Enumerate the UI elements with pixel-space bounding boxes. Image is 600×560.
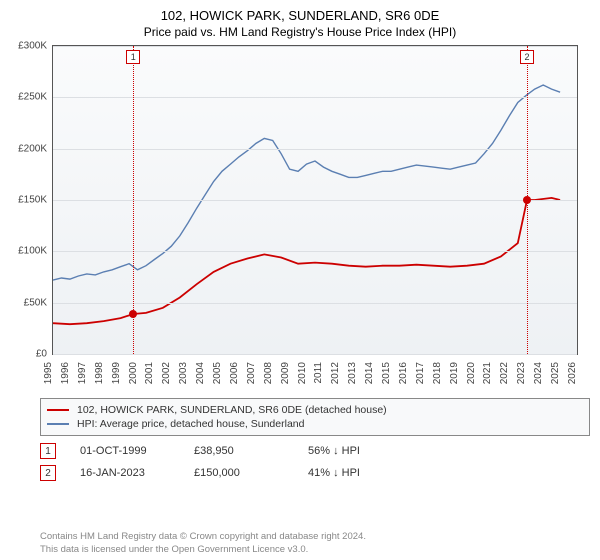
- gridline: [53, 46, 577, 47]
- y-axis: £0£50K£100K£150K£200K£250K£300K: [11, 46, 51, 354]
- sale-marker-dot: [523, 196, 531, 204]
- x-axis: 1995 1996 1997 1998 1999 2000 2001 2002 2003 2004…: [40, 362, 590, 396]
- x-tick-label: 2007: [246, 362, 257, 384]
- legend-row: HPI: Average price, detached house, Sund…: [47, 417, 583, 431]
- hpi-chart-container: { "title": { "line1": "102, HOWICK PARK,…: [0, 0, 600, 560]
- x-tick-label: 2016: [398, 362, 409, 384]
- gridline: [53, 354, 577, 355]
- y-tick-label: £50K: [24, 297, 47, 308]
- event-table-row: 2 16-JAN-2023 £150,000 41% ↓ HPI: [40, 462, 590, 484]
- plot-area: £0£50K£100K£150K£200K£250K£300K 12: [52, 45, 578, 355]
- x-tick-label: 2010: [297, 362, 308, 384]
- gridline: [53, 303, 577, 304]
- x-tick-label: 2009: [280, 362, 291, 384]
- event-table-row: 1 01-OCT-1999 £38,950 56% ↓ HPI: [40, 440, 590, 462]
- x-tick-label: 2023: [516, 362, 527, 384]
- x-tick-label: 1998: [94, 362, 105, 384]
- footer-line1: Contains HM Land Registry data © Crown c…: [40, 531, 590, 543]
- legend-row: 102, HOWICK PARK, SUNDERLAND, SR6 0DE (d…: [47, 403, 583, 417]
- gridline: [53, 97, 577, 98]
- x-tick-label: 2019: [449, 362, 460, 384]
- y-tick-label: £300K: [18, 41, 47, 52]
- legend-swatch: [47, 409, 69, 411]
- x-tick-label: 2021: [482, 362, 493, 384]
- x-tick-label: 2015: [381, 362, 392, 384]
- x-tick-label: 1996: [60, 362, 71, 384]
- x-tick-label: 2004: [195, 362, 206, 384]
- x-tick-label: 2026: [567, 362, 578, 384]
- x-tick-label: 2018: [432, 362, 443, 384]
- x-tick-label: 2006: [229, 362, 240, 384]
- event-table-badge: 2: [40, 465, 56, 481]
- x-tick-label: 2001: [144, 362, 155, 384]
- x-tick-label: 2005: [212, 362, 223, 384]
- event-date: 01-OCT-1999: [80, 445, 170, 457]
- x-tick-label: 2014: [364, 362, 375, 384]
- x-tick-label: 1995: [43, 362, 54, 384]
- footer-line2: This data is licensed under the Open Gov…: [40, 544, 590, 556]
- x-tick-label: 2020: [466, 362, 477, 384]
- event-diff: 41% ↓ HPI: [308, 467, 398, 479]
- footer-note: Contains HM Land Registry data © Crown c…: [40, 531, 590, 556]
- gridline: [53, 149, 577, 150]
- event-date: 16-JAN-2023: [80, 467, 170, 479]
- event-badge: 1: [126, 50, 140, 64]
- chart-title-address: 102, HOWICK PARK, SUNDERLAND, SR6 0DE: [12, 8, 588, 23]
- gridline: [53, 251, 577, 252]
- x-tick-label: 2008: [263, 362, 274, 384]
- y-tick-label: £0: [36, 349, 47, 360]
- event-table: 1 01-OCT-1999 £38,950 56% ↓ HPI 2 16-JAN-2023…: [40, 440, 590, 484]
- sale-marker-dot: [129, 310, 137, 318]
- x-tick-label: 1999: [111, 362, 122, 384]
- event-price: £150,000: [194, 467, 284, 479]
- x-tick-label: 2002: [161, 362, 172, 384]
- x-tick-label: 2013: [347, 362, 358, 384]
- x-tick-label: 2022: [499, 362, 510, 384]
- legend-swatch: [47, 423, 69, 425]
- x-tick-label: 2025: [550, 362, 561, 384]
- x-tick-label: 2011: [313, 362, 324, 384]
- x-tick-label: 2003: [178, 362, 189, 384]
- x-tick-label: 2012: [330, 362, 341, 384]
- x-tick-label: 2024: [533, 362, 544, 384]
- event-diff: 56% ↓ HPI: [308, 445, 398, 457]
- event-table-badge: 1: [40, 443, 56, 459]
- x-tick-label: 1997: [77, 362, 88, 384]
- y-tick-label: £250K: [18, 92, 47, 103]
- legend: 102, HOWICK PARK, SUNDERLAND, SR6 0DE (d…: [40, 398, 590, 436]
- event-line: [133, 46, 134, 354]
- chart-subtitle: Price paid vs. HM Land Registry's House …: [12, 25, 588, 39]
- x-tick-label: 2017: [415, 362, 426, 384]
- series-price_paid: [53, 198, 560, 324]
- event-price: £38,950: [194, 445, 284, 457]
- x-tick-label: 2000: [128, 362, 139, 384]
- y-tick-label: £100K: [18, 246, 47, 257]
- legend-label: HPI: Average price, detached house, Sund…: [77, 418, 304, 430]
- legend-label: 102, HOWICK PARK, SUNDERLAND, SR6 0DE (d…: [77, 404, 387, 416]
- y-tick-label: £200K: [18, 143, 47, 154]
- event-badge: 2: [520, 50, 534, 64]
- y-tick-label: £150K: [18, 195, 47, 206]
- gridline: [53, 200, 577, 201]
